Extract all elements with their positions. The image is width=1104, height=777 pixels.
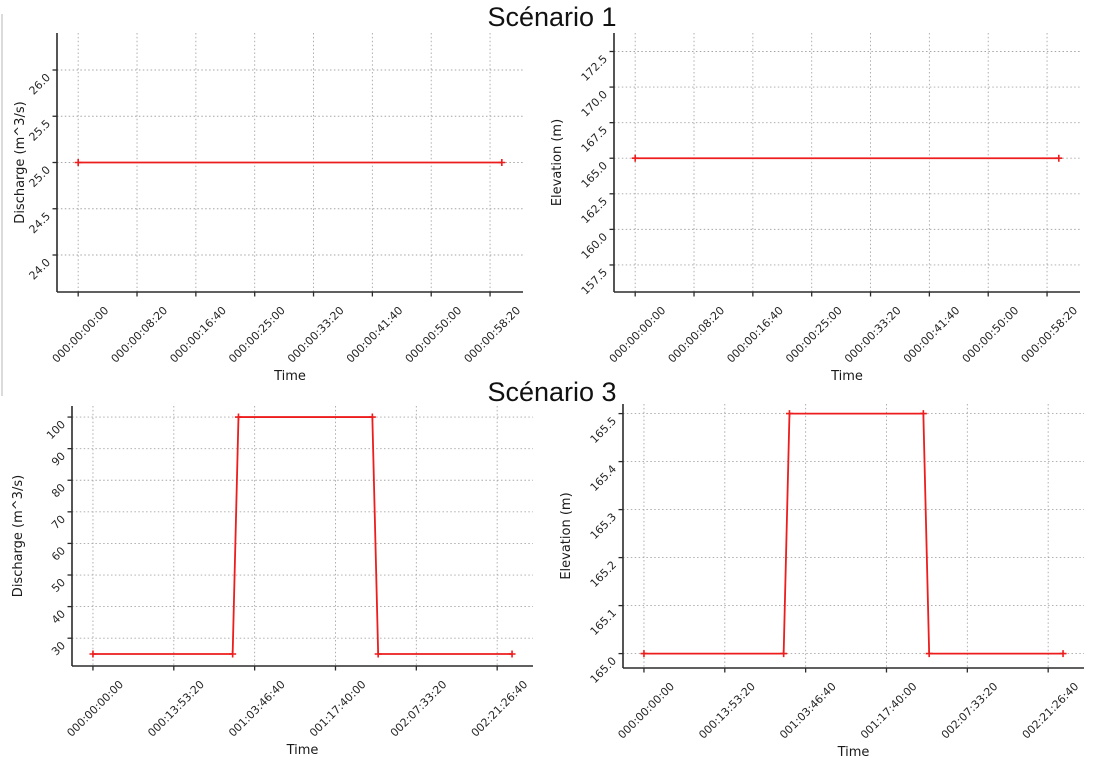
y-tick-label: 26.0 xyxy=(27,71,54,98)
grid xyxy=(623,404,1084,668)
y-axis-title: Elevation (m) xyxy=(550,119,565,206)
data-marker xyxy=(919,410,927,418)
series-line xyxy=(89,413,516,658)
data-marker xyxy=(508,650,516,658)
data-marker xyxy=(229,650,237,658)
y-tick-label: 165.4 xyxy=(588,463,619,494)
data-marker xyxy=(780,650,788,658)
data-marker xyxy=(234,413,242,421)
x-tick-label: 000:00:08:20 xyxy=(666,304,728,366)
series-line xyxy=(631,154,1063,162)
series-line xyxy=(640,410,1067,658)
chart-scenario1-discharge: 000:00:00:00000:00:08:20000:00:16:40000:… xyxy=(13,33,523,384)
axes: 000:00:00:00000:00:08:20000:00:16:40000:… xyxy=(579,33,1081,366)
chart-scenario1-elevation: 000:00:00:00000:00:08:20000:00:16:40000:… xyxy=(550,33,1080,384)
x-tick-label: 000:00:00:00 xyxy=(50,304,112,366)
y-tick-label: 160.0 xyxy=(579,230,610,261)
x-tick-label: 000:00:08:20 xyxy=(109,304,171,366)
data-marker xyxy=(74,159,82,166)
data-line xyxy=(92,416,513,655)
x-tick-label: 000:00:00:00 xyxy=(615,680,677,742)
x-tick-label: 002:21:26:40 xyxy=(469,678,531,740)
x-tick-label: 001:17:40:00 xyxy=(307,678,369,740)
x-tick-label: 000:13:53:20 xyxy=(145,678,207,740)
x-tick-label: 000:00:50:00 xyxy=(403,304,465,366)
chart-scenario3-elevation: 000:00:00:00 000:13:53:20 001:03:46:40 001:… xyxy=(559,404,1084,760)
grid xyxy=(72,406,533,666)
axes: 000:00:00:00000:00:08:20000:00:16:40000:… xyxy=(27,33,524,366)
x-tick-label: 001:03:46:40 xyxy=(226,678,288,740)
chart-scenario3-discharge: 000:00:00:00 000:13:53:20 001:03:46:40 001:… xyxy=(11,406,533,758)
x-tick-label: 000:00:00:00 xyxy=(64,678,126,740)
x-tick-label: 001:03:46:40 xyxy=(777,680,839,742)
x-tick-label: 001:17:40:00 xyxy=(858,680,920,742)
figure-1-title: Scénario 1 xyxy=(487,2,616,32)
y-tick-label: 165.0 xyxy=(579,159,610,190)
data-marker xyxy=(631,154,639,162)
y-axis-title: Discharge (m^3/s) xyxy=(13,101,28,223)
y-tick-label: 165.3 xyxy=(588,511,619,542)
data-marker xyxy=(374,650,382,658)
y-axis-title: Elevation (m) xyxy=(559,492,574,579)
data-marker xyxy=(1055,154,1063,162)
data-marker xyxy=(640,650,648,658)
y-tick-label: 80 xyxy=(49,481,68,500)
x-tick-label: 000:00:33:20 xyxy=(285,304,347,366)
x-tick-label: 002:07:33:20 xyxy=(388,678,450,740)
x-tick-label: 000:00:58:20 xyxy=(1019,304,1081,366)
x-tick-label: 000:00:41:40 xyxy=(344,304,406,366)
axes: 000:00:00:00 000:13:53:20 001:03:46:40 001:… xyxy=(44,406,533,740)
y-tick-label: 50 xyxy=(49,576,68,595)
x-axis-title: Time xyxy=(837,745,870,760)
x-tick-label: 000:00:00:00 xyxy=(607,304,669,366)
x-tick-label: 000:13:53:20 xyxy=(696,680,758,742)
y-tick-label: 165.0 xyxy=(588,655,619,686)
x-tick-label: 000:00:25:00 xyxy=(783,304,845,366)
x-tick-label: 000:00:16:40 xyxy=(167,304,229,366)
data-marker xyxy=(89,650,97,658)
y-tick-label: 172.5 xyxy=(579,52,610,83)
x-tick-label: 000:00:25:00 xyxy=(226,304,288,366)
x-tick-label: 002:21:26:40 xyxy=(1020,680,1082,742)
y-tick-label: 25.0 xyxy=(27,163,54,190)
y-tick-label: 165.5 xyxy=(588,415,619,446)
y-tick-label: 90 xyxy=(49,450,68,469)
y-tick-label: 167.5 xyxy=(579,124,610,155)
y-tick-label: 165.1 xyxy=(588,607,619,638)
x-axis-title: Time xyxy=(273,369,306,384)
grid xyxy=(614,33,1080,292)
y-tick-label: 70 xyxy=(49,513,68,532)
y-tick-label: 60 xyxy=(49,544,68,563)
x-tick-label: 002:07:33:20 xyxy=(939,680,1001,742)
series-line xyxy=(74,159,506,166)
y-tick-label: 24.5 xyxy=(27,210,54,237)
x-tick-label: 000:00:50:00 xyxy=(960,304,1022,366)
y-tick-label: 170.0 xyxy=(579,88,610,119)
x-tick-label: 000:00:58:20 xyxy=(462,304,524,366)
y-tick-label: 25.5 xyxy=(27,117,54,144)
y-tick-label: 165.2 xyxy=(588,559,619,590)
data-marker xyxy=(368,413,376,421)
x-axis-title: Time xyxy=(286,743,319,758)
figure-2-title: Scénario 3 xyxy=(487,377,616,407)
y-axis-title: Discharge (m^3/s) xyxy=(11,475,26,597)
axes: 000:00:00:00 000:13:53:20 001:03:46:40 001:… xyxy=(588,404,1084,742)
y-tick-label: 40 xyxy=(49,608,68,627)
data-marker xyxy=(925,650,933,658)
x-tick-label: 000:00:41:40 xyxy=(901,304,963,366)
data-marker xyxy=(498,159,506,166)
y-tick-label: 157.5 xyxy=(579,266,610,297)
x-tick-label: 000:00:16:40 xyxy=(724,304,786,366)
y-tick-label: 30 xyxy=(49,639,68,658)
x-axis-title: Time xyxy=(830,369,863,384)
y-tick-label: 100 xyxy=(44,418,68,442)
y-tick-label: 162.5 xyxy=(579,195,610,226)
data-marker xyxy=(1059,650,1067,658)
data-marker xyxy=(785,410,793,418)
data-line xyxy=(643,412,1064,655)
x-tick-label: 000:00:33:20 xyxy=(842,304,904,366)
y-tick-label: 24.0 xyxy=(27,256,54,283)
